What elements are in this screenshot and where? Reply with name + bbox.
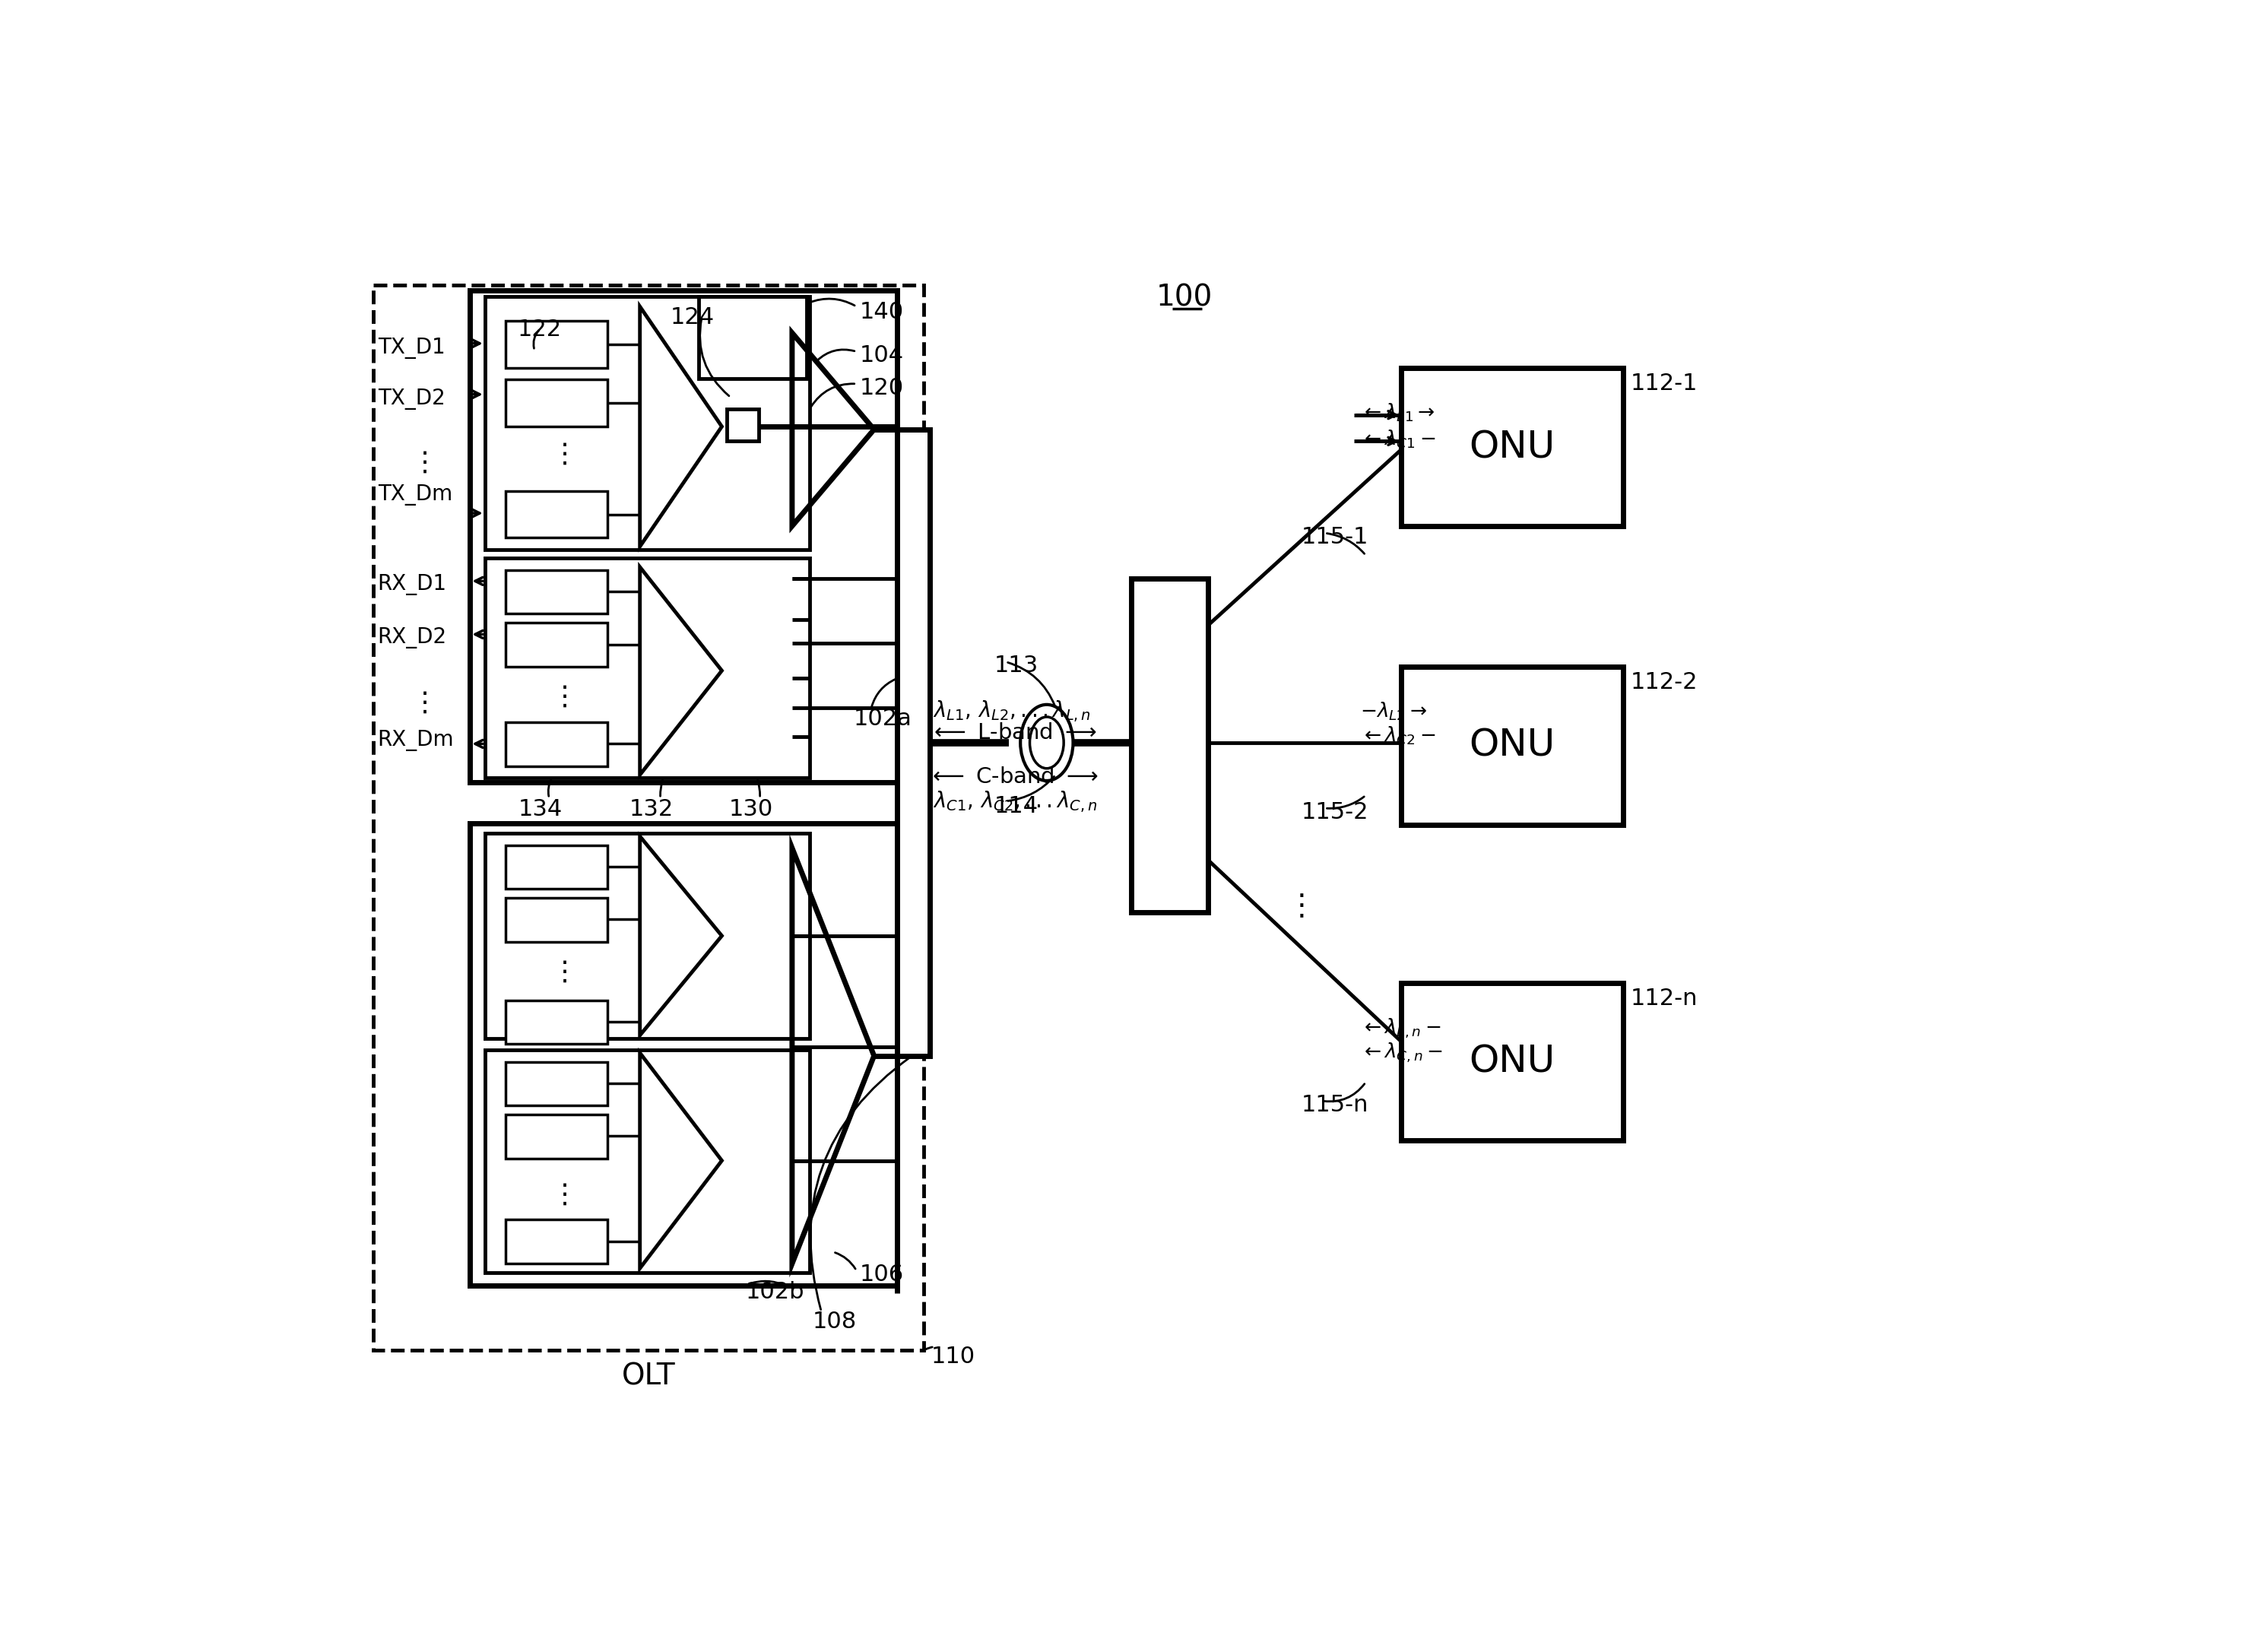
Bar [505,320,607,368]
Bar [505,623,607,666]
Bar [505,722,607,767]
Text: $\leftarrow\lambda_{L,n}-$: $\leftarrow\lambda_{L,n}-$ [1361,1016,1440,1039]
Text: ONU: ONU [1469,727,1555,763]
Text: $\vdots$: $\vdots$ [410,691,428,715]
Text: 110: 110 [931,1346,976,1368]
Text: RX_D1: RX_D1 [378,573,446,595]
Text: $\leftarrow\lambda_{C,n}-$: $\leftarrow\lambda_{C,n}-$ [1361,1041,1442,1064]
Text: ONU: ONU [1469,1044,1555,1080]
Text: 108: 108 [813,1310,856,1333]
Text: $\vdots$: $\vdots$ [1286,892,1304,920]
Text: $\vdots$: $\vdots$ [550,1181,568,1208]
Bar [471,291,897,783]
Text: ONU: ONU [1469,430,1555,466]
Text: 112-2: 112-2 [1630,671,1698,694]
Text: RX_Dm: RX_Dm [378,730,455,752]
Text: $\vdots$: $\vdots$ [550,960,568,985]
Text: $\vdots$: $\vdots$ [550,441,568,468]
Bar [484,297,811,550]
Text: TX_D1: TX_D1 [378,337,446,358]
Text: 124: 124 [670,307,715,329]
Bar [484,558,811,778]
Text: 112-n: 112-n [1630,988,1698,1009]
Bar [505,846,607,889]
Text: $\leftarrow\lambda_{C1}-$: $\leftarrow\lambda_{C1}-$ [1361,428,1435,449]
Text: 132: 132 [629,798,675,821]
Text: TX_Dm: TX_Dm [378,484,453,506]
Bar [374,284,924,1350]
Text: $\leftarrow\lambda_{L1}\rightarrow$: $\leftarrow\lambda_{L1}\rightarrow$ [1361,401,1435,423]
Text: 140: 140 [860,301,903,322]
Bar [471,823,897,1285]
Bar [505,491,607,539]
Text: $\vdots$: $\vdots$ [550,684,568,710]
Text: OLT: OLT [623,1361,675,1391]
Text: 102a: 102a [854,707,912,730]
Text: RX_D2: RX_D2 [378,628,446,649]
Bar [505,380,607,426]
Bar [727,410,758,441]
Bar [1401,983,1623,1142]
Bar [505,1062,607,1105]
Bar [1132,578,1207,912]
Text: 106: 106 [860,1264,903,1285]
Ellipse shape [1021,705,1073,781]
Text: 114: 114 [994,795,1039,818]
Bar [505,1219,607,1264]
Text: $\longleftarrow$ C-band $\longrightarrow$: $\longleftarrow$ C-band $\longrightarrow… [928,767,1098,788]
Bar [484,833,811,1037]
Bar [697,297,806,378]
Bar [505,897,607,942]
Text: 115-n: 115-n [1302,1094,1370,1115]
Text: TX_D2: TX_D2 [378,388,446,410]
Text: 112-1: 112-1 [1630,373,1698,395]
Text: $\lambda_{L1},\,\lambda_{L2},...\lambda_{L,n}$: $\lambda_{L1},\,\lambda_{L2},...\lambda_… [933,699,1091,724]
Ellipse shape [1030,717,1064,768]
Bar [484,1051,811,1272]
Bar [505,999,607,1044]
Text: $\vdots$: $\vdots$ [410,449,428,476]
Text: 122: 122 [516,319,561,340]
Text: 115-2: 115-2 [1302,801,1370,823]
Text: 102b: 102b [745,1282,804,1303]
Bar [897,430,931,1056]
Text: $-\lambda_{L2}\rightarrow$: $-\lambda_{L2}\rightarrow$ [1361,700,1426,722]
Text: 104: 104 [860,345,903,367]
Bar [1401,368,1623,525]
Text: 100: 100 [1157,282,1214,312]
Bar [505,1115,607,1158]
Bar [1401,666,1623,824]
Text: 120: 120 [860,377,903,398]
Text: $\leftarrow\lambda_{C2}-$: $\leftarrow\lambda_{C2}-$ [1361,725,1435,747]
Text: 113: 113 [994,654,1039,677]
Bar [505,570,607,615]
Text: 115-1: 115-1 [1302,525,1370,548]
Text: 134: 134 [518,798,561,821]
Text: 130: 130 [729,798,774,821]
Text: $\longleftarrow$ L-band $\longrightarrow$: $\longleftarrow$ L-band $\longrightarrow… [931,722,1096,743]
Text: $\lambda_{C1},\,\lambda_{C2},...\lambda_{C,n}$: $\lambda_{C1},\,\lambda_{C2},...\lambda_… [933,790,1096,814]
